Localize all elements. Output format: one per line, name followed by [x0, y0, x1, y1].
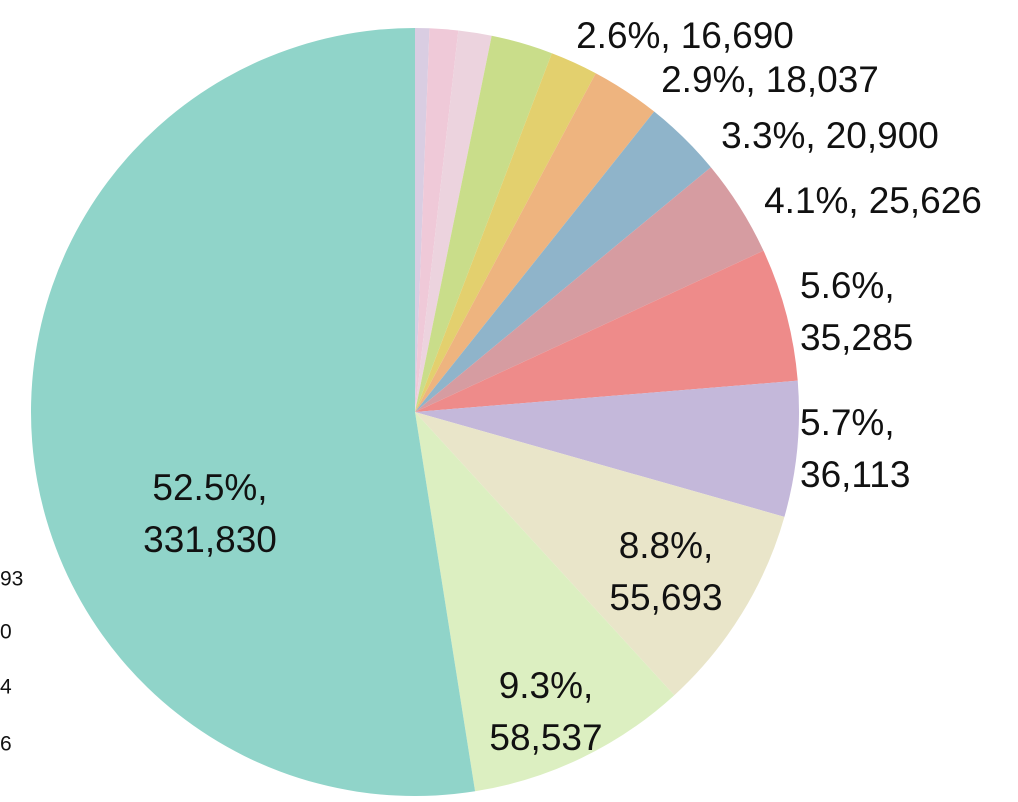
pie-slice — [415, 53, 596, 413]
cropped-legend-text: 6 — [0, 733, 12, 756]
count-label: 25,626 — [869, 180, 982, 221]
value-label: 5.6%, — [800, 265, 895, 306]
count-label: 35,285 — [800, 317, 913, 358]
cropped-legend-text: 4 — [0, 676, 12, 699]
count-label: 20,900 — [826, 115, 939, 156]
pie-slice — [415, 111, 711, 413]
value-label: 2.9%, — [661, 59, 756, 100]
pie-slice — [415, 412, 675, 792]
pie-slice — [415, 30, 492, 413]
value-label: 2.6%, — [576, 15, 671, 56]
value-label: 4.1%, — [764, 180, 859, 221]
value-label: 5.7%, — [800, 402, 895, 443]
slice-label: 2.9%, 18,037 — [661, 59, 879, 100]
slice-label: 3.3%, 20,900 — [721, 115, 939, 156]
pie-slice — [415, 28, 459, 413]
value-label: 3.3%, — [721, 115, 816, 156]
value-label: 8.8%, — [619, 525, 714, 566]
pie-slice — [415, 28, 430, 412]
count-label: 58,537 — [489, 717, 602, 758]
pie-slice — [31, 28, 476, 796]
pie-slice — [415, 250, 798, 412]
pie-slice — [415, 380, 800, 517]
cropped-legend-text: 93 — [0, 568, 23, 591]
value-label: 52.5%, — [152, 467, 267, 508]
slice-label: 4.1%, 25,626 — [764, 180, 982, 221]
count-label: 16,690 — [681, 15, 794, 56]
value-label: 9.3%, — [499, 665, 594, 706]
count-label: 36,113 — [800, 454, 910, 495]
pie-slice — [415, 35, 552, 413]
slice-label: 2.6%, 16,690 — [576, 15, 794, 56]
pie-slice — [415, 73, 655, 413]
count-label: 331,830 — [143, 519, 277, 560]
count-label: 55,693 — [609, 577, 722, 618]
pie-slice — [415, 167, 764, 412]
count-label: 18,037 — [766, 59, 879, 100]
cropped-legend-text: 0 — [0, 621, 12, 644]
pie-slice — [415, 412, 785, 696]
